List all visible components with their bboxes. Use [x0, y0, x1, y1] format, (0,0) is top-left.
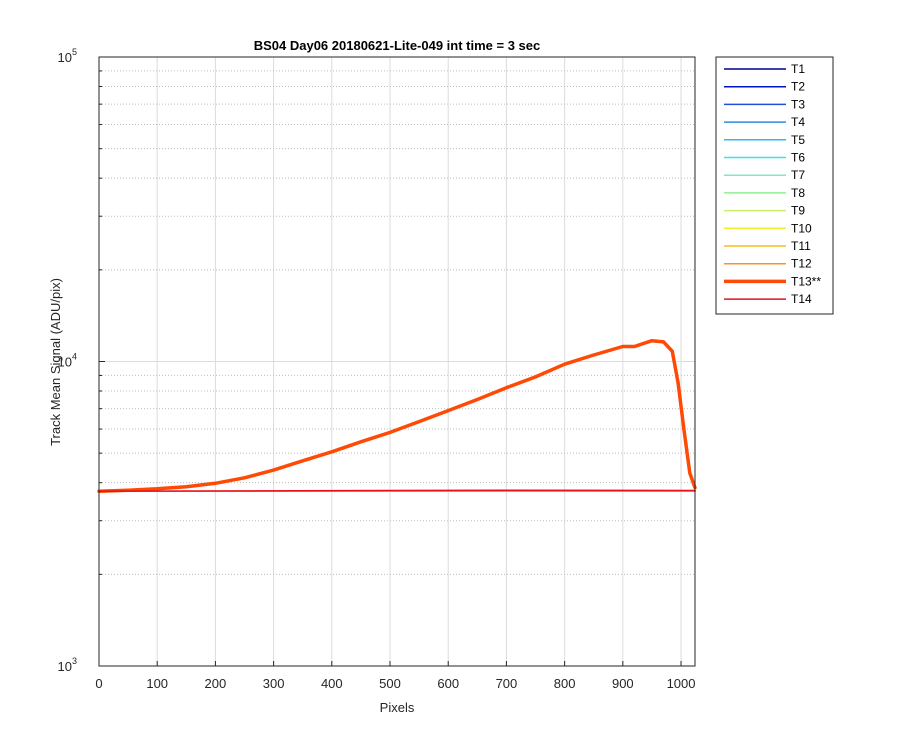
- x-tick-label: 800: [554, 676, 576, 691]
- y-tick-label: 103: [58, 656, 77, 674]
- y-tick-label: 104: [58, 352, 77, 370]
- legend-label: T1: [791, 62, 805, 76]
- x-tick-label: 500: [379, 676, 401, 691]
- legend-label: T11: [791, 239, 811, 253]
- series-line-t14: [98, 489, 696, 492]
- x-tick-label: 1000: [667, 676, 696, 691]
- chart-title: BS04 Day06 20180621-Lite-049 int time = …: [254, 38, 541, 53]
- legend-label: T7: [791, 168, 805, 182]
- x-tick-label: 900: [612, 676, 634, 691]
- y-tick-label: 105: [58, 47, 77, 65]
- legend-box: [715, 56, 834, 315]
- legend-label: T3: [791, 97, 805, 111]
- x-axis: 0 100 200 300 400 500 600 700 800 900 1000: [95, 661, 695, 691]
- grid: [99, 57, 695, 666]
- legend-label: T10: [791, 221, 812, 235]
- x-axis-label: Pixels: [380, 700, 415, 715]
- legend-label: T2: [791, 80, 805, 94]
- x-tick-label: 400: [321, 676, 343, 691]
- legend-label: T5: [791, 133, 805, 147]
- x-tick-label: 700: [496, 676, 518, 691]
- legend-label: T4: [791, 115, 805, 129]
- legend-label: T13**: [791, 274, 821, 288]
- legend-label: T12: [791, 257, 812, 271]
- legend-label: T9: [791, 204, 805, 218]
- y-axis-label: Track Mean Signal (ADU/pix): [48, 278, 63, 446]
- x-tick-label: 100: [146, 676, 168, 691]
- x-tick-label: 200: [205, 676, 227, 691]
- series-line-t13: [97, 338, 697, 493]
- x-tick-label: 300: [263, 676, 285, 691]
- y-axis: 103 104 105: [58, 47, 105, 674]
- x-tick-label: 0: [95, 676, 102, 691]
- series-lines: [97, 338, 697, 493]
- x-tick-label: 600: [437, 676, 459, 691]
- legend-label: T6: [791, 151, 805, 165]
- legend-label: T14: [791, 292, 812, 306]
- legend: T1 T2 T3 T4 T5 T6 T7 T8 T9 T10 T11 T12 T13** T14: [715, 56, 834, 315]
- legend-label: T8: [791, 186, 805, 200]
